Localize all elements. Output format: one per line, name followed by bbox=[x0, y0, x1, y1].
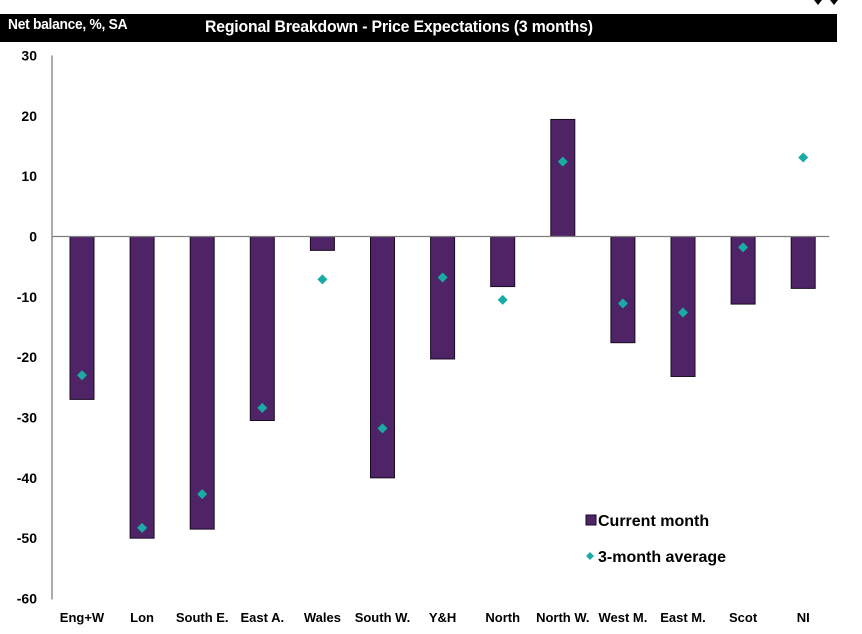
bar-east-a bbox=[249, 236, 275, 422]
marker-wales bbox=[317, 274, 328, 285]
bar-west-m bbox=[610, 236, 636, 344]
bar-wales bbox=[309, 236, 335, 251]
y-tick-label: -20 bbox=[17, 349, 37, 365]
y-tick-label: 30 bbox=[21, 48, 37, 64]
y-tick-label: -50 bbox=[17, 530, 37, 546]
bar-east-m bbox=[670, 236, 696, 377]
x-tick-label: South W. bbox=[355, 610, 411, 625]
x-tick-label: North W. bbox=[536, 610, 589, 625]
marker-ni bbox=[798, 152, 809, 163]
bar-north bbox=[490, 236, 516, 288]
marker-south-e bbox=[197, 489, 208, 500]
x-tick-label: Lon bbox=[130, 610, 154, 625]
corner-marker-icon bbox=[830, 0, 838, 5]
chart-title: Regional Breakdown - Price Expectations … bbox=[205, 17, 593, 36]
y-tick-label: 20 bbox=[21, 108, 37, 124]
marker-west-m bbox=[617, 298, 628, 309]
y-tick-label: -10 bbox=[17, 289, 37, 305]
x-tick-label: Wales bbox=[304, 610, 341, 625]
bar-ni bbox=[790, 236, 816, 289]
x-tick-label: Scot bbox=[729, 610, 758, 625]
marker-north-w bbox=[557, 156, 568, 167]
marker-north bbox=[497, 294, 508, 305]
bar-north-w bbox=[550, 118, 576, 237]
marker-east-m bbox=[678, 307, 688, 318]
bar-lon bbox=[129, 236, 155, 539]
marker-scot bbox=[738, 242, 749, 253]
bar-series bbox=[69, 118, 816, 539]
legend-swatch-current-month bbox=[585, 514, 597, 526]
y-axis-ticks: 30 20 10 0 -10 -20 -30 -40 -50 -60 bbox=[17, 48, 37, 607]
x-axis-labels: Eng+W Lon South E. East A. Wales South W. Y&H N… bbox=[60, 610, 810, 625]
bar-y-h bbox=[430, 236, 456, 360]
marker-y-h bbox=[437, 272, 448, 283]
y-tick-label: -60 bbox=[17, 591, 37, 607]
legend: Current month 3-month average bbox=[585, 513, 726, 566]
y-tick-label: 0 bbox=[29, 229, 37, 245]
bar-south-e bbox=[189, 236, 215, 530]
marker-series bbox=[77, 152, 809, 533]
marker-eng-w bbox=[77, 370, 87, 381]
x-tick-label: Eng+W bbox=[60, 610, 105, 625]
x-tick-label: Y&H bbox=[429, 610, 456, 625]
y-axis-title: Net balance, %, SA bbox=[8, 16, 128, 33]
legend-swatch-3-month-average bbox=[586, 552, 594, 560]
x-tick-label: NI bbox=[797, 610, 810, 625]
marker-south-w bbox=[377, 423, 388, 434]
y-tick-label: -40 bbox=[17, 470, 37, 486]
corner-marker-icon bbox=[814, 0, 822, 5]
marker-east-a bbox=[257, 402, 268, 413]
x-tick-label: West M. bbox=[598, 610, 647, 625]
bar-south-w bbox=[370, 236, 395, 479]
x-tick-label: North bbox=[485, 610, 520, 625]
header-bar bbox=[0, 14, 837, 42]
y-tick-label: -30 bbox=[17, 410, 37, 426]
legend-label-3-month-average: 3-month average bbox=[598, 549, 726, 566]
x-tick-label: South E. bbox=[176, 610, 229, 625]
x-tick-label: East A. bbox=[241, 610, 285, 625]
legend-label-current-month: Current month bbox=[598, 513, 709, 530]
marker-lon bbox=[137, 522, 148, 533]
x-tick-label: East M. bbox=[660, 610, 706, 625]
y-tick-label: 10 bbox=[21, 168, 37, 184]
